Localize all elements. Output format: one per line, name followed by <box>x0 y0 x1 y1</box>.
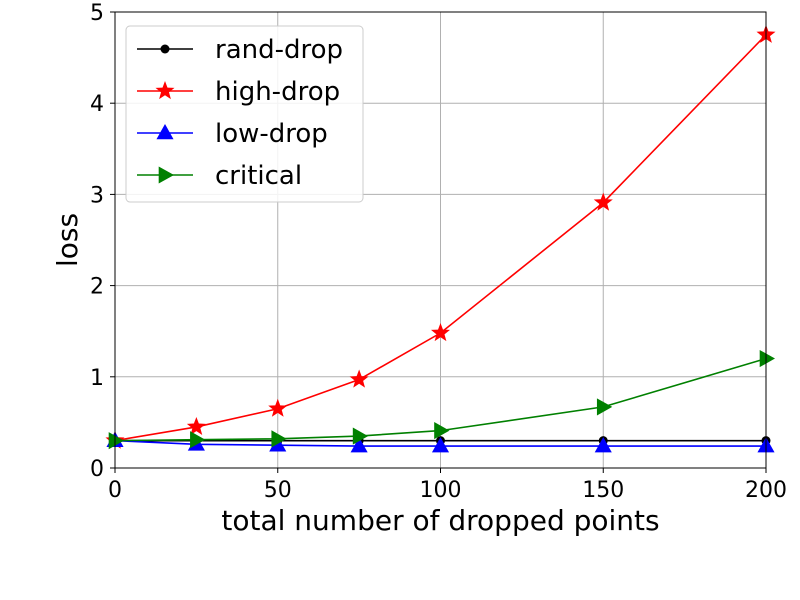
legend-marker-critical <box>158 166 174 184</box>
legend-item-low-drop: low-drop <box>137 119 328 149</box>
data-point-critical-0 <box>108 432 124 450</box>
x-tick-label-4: 200 <box>745 478 787 503</box>
x-tick-label-2: 100 <box>420 478 462 503</box>
y-tick-label-0: 0 <box>90 457 104 482</box>
y-tick-label-1: 1 <box>90 366 104 391</box>
legend-item-rand-drop: rand-drop <box>137 35 343 65</box>
data-point-low-drop-2 <box>269 436 287 452</box>
y-tick-label-3: 3 <box>90 183 104 208</box>
data-point-high-drop-4 <box>430 323 451 342</box>
legend-label-critical: critical <box>215 161 302 191</box>
x-axis-label: total number of dropped points <box>221 504 659 537</box>
y-axis-label: loss <box>51 213 84 267</box>
data-point-high-drop-2 <box>268 398 288 417</box>
data-point-critical-3 <box>352 427 369 445</box>
series-group <box>105 24 776 453</box>
y-tick-label-5: 5 <box>90 1 104 26</box>
legend-item-high-drop: high-drop <box>137 77 340 107</box>
data-point-critical-4 <box>434 422 450 440</box>
legend-label-rand-drop: rand-drop <box>215 35 343 65</box>
data-point-critical-5 <box>596 398 613 416</box>
x-tick-label-0: 0 <box>108 478 122 503</box>
data-point-low-drop-5 <box>594 437 612 453</box>
legend-marker-high-drop <box>155 81 175 100</box>
data-point-critical-1 <box>190 431 206 449</box>
legend-box <box>125 25 364 203</box>
data-point-high-drop-5 <box>593 192 613 211</box>
data-point-critical-2 <box>271 430 287 448</box>
y-tick-label-2: 2 <box>90 275 104 300</box>
data-point-high-drop-1 <box>186 416 206 436</box>
series-critical <box>108 350 775 450</box>
data-point-high-drop-3 <box>349 369 369 388</box>
x-tick-label-3: 150 <box>582 478 624 503</box>
legend-marker-rand-drop <box>160 44 170 54</box>
legend-label-high-drop: high-drop <box>215 77 340 107</box>
legend: rand-drop high-drop low-drop critical <box>125 25 364 203</box>
x-tick-label-1: 50 <box>264 478 292 503</box>
legend-label-low-drop: low-drop <box>215 119 328 149</box>
data-point-low-drop-4 <box>431 437 450 453</box>
axis-ticks: 0 50 100 150 200 0 1 2 3 4 5 <box>90 1 787 503</box>
legend-item-critical: critical <box>137 161 302 191</box>
legend-marker-low-drop <box>156 124 174 140</box>
data-point-critical-6 <box>759 350 775 368</box>
y-tick-label-4: 4 <box>90 92 104 117</box>
data-point-low-drop-3 <box>350 437 368 453</box>
